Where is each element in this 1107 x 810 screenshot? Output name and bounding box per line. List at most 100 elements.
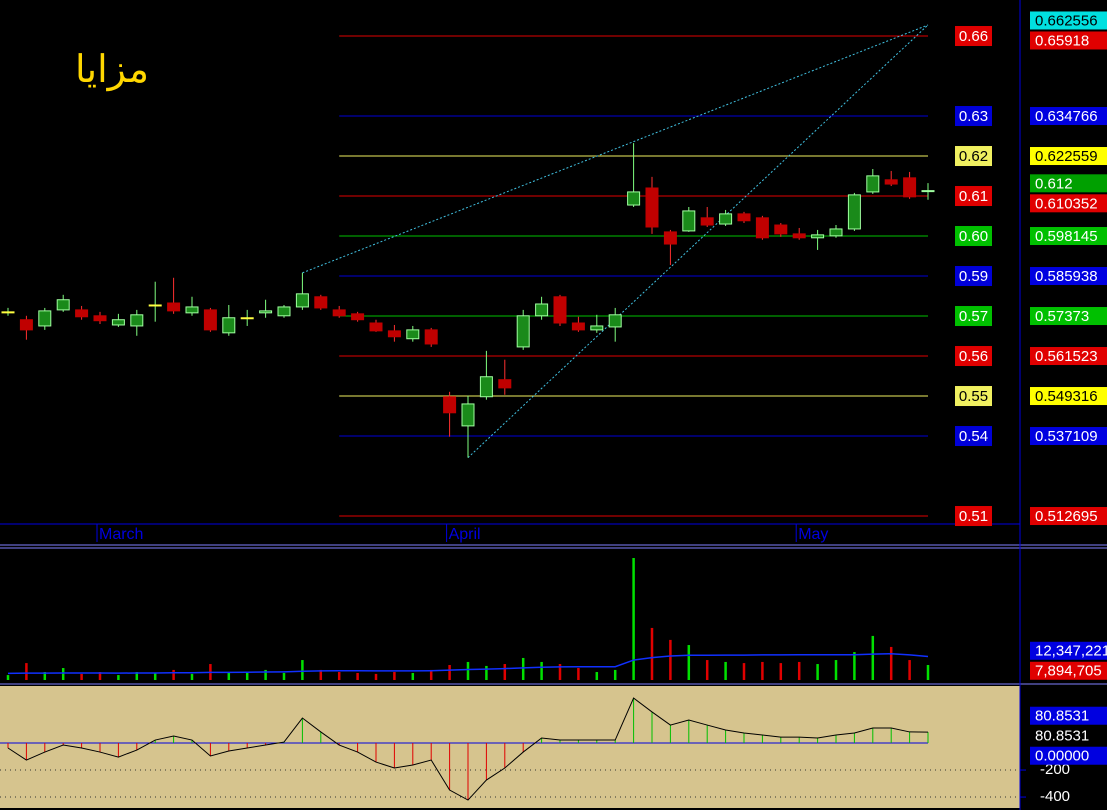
candle-body: [553, 296, 567, 324]
candle-body: [38, 310, 52, 327]
price-marker: [1030, 347, 1107, 366]
candle-body: [737, 213, 751, 222]
candle-body: [774, 224, 788, 235]
price-marker-label: 0.662556: [1035, 12, 1098, 29]
candle-body: [498, 379, 512, 389]
price-marker-label: 0.512695: [1035, 508, 1098, 525]
candle-body: [535, 303, 549, 317]
candle-body: [516, 315, 530, 348]
price-marker: [1030, 147, 1107, 166]
fib-label: 0.62: [959, 148, 988, 165]
price-marker: [1030, 11, 1107, 30]
candle-body: [185, 306, 199, 314]
price-marker-label: 0.612: [1035, 175, 1073, 192]
candle-body: [590, 325, 604, 331]
x-tick-label: April: [449, 526, 481, 543]
fib-label-box: [955, 306, 992, 327]
x-tick-label: May: [798, 526, 828, 543]
candle-body: [277, 306, 291, 317]
candle-body: [406, 329, 420, 340]
price-marker-label: 0.537109: [1035, 428, 1098, 445]
y-tick-label: -200: [1040, 761, 1070, 778]
candle-body: [608, 314, 622, 328]
price-marker-label: 80.8531: [1035, 728, 1089, 745]
price-marker: [1030, 641, 1107, 660]
fib-label-box: [955, 266, 992, 287]
price-marker: [1030, 307, 1107, 326]
volume-ma: [7, 653, 929, 675]
fib-label: 0.51: [959, 508, 988, 525]
oscillator-line: [7, 697, 929, 801]
candle-body: [369, 322, 383, 332]
candle-body: [847, 194, 861, 230]
price-marker: [1030, 661, 1107, 680]
candle-body: [921, 190, 935, 193]
chart-title: مزايا: [75, 49, 149, 92]
candle-body: [719, 213, 733, 225]
candle-body: [167, 302, 181, 312]
price-marker-label: 0.549316: [1035, 388, 1098, 405]
fib-label-box: [955, 146, 992, 167]
candle-body: [75, 309, 89, 318]
price-marker-label: 7,894,705: [1035, 663, 1102, 680]
candle-body: [332, 309, 346, 317]
candle-body: [19, 319, 33, 331]
candle-body: [351, 313, 365, 321]
fib-label: 0.60: [959, 228, 988, 245]
price-marker-label: 0.598145: [1035, 228, 1098, 245]
price-marker: [1030, 267, 1107, 286]
candle-body: [811, 234, 825, 239]
fib-label-box: [955, 386, 992, 407]
x-tick-label: March: [99, 526, 143, 543]
candle-body: [884, 179, 898, 185]
candle-body: [571, 322, 585, 331]
fib-label: 0.56: [959, 348, 988, 365]
price-marker-label: 0.585938: [1035, 268, 1098, 285]
fib-label-box: [955, 26, 992, 47]
candle-body: [443, 396, 457, 414]
fib-label-box: [955, 346, 992, 367]
candle-body: [222, 317, 236, 334]
price-marker: [1030, 706, 1107, 725]
price-marker-label: 80.8531: [1035, 708, 1089, 725]
price-marker: [1030, 174, 1107, 193]
candle-body: [203, 309, 217, 331]
price-marker: [1030, 726, 1107, 745]
trendline: [302, 24, 929, 274]
candle-body: [111, 319, 125, 326]
fib-label: 0.59: [959, 268, 988, 285]
candle-body: [259, 310, 273, 314]
candle-body: [130, 314, 144, 327]
price-marker: [1030, 746, 1107, 765]
candle-body: [663, 231, 677, 245]
fib-label-box: [955, 506, 992, 527]
candle-body: [387, 330, 401, 338]
candle-body: [461, 403, 475, 427]
fib-label: 0.66: [959, 28, 988, 45]
fib-label-box: [955, 106, 992, 127]
price-marker-label: 0.622559: [1035, 148, 1098, 165]
candle-body: [627, 191, 641, 206]
fib-label-box: [955, 186, 992, 207]
candle-body: [903, 177, 917, 198]
fib-label: 0.63: [959, 108, 988, 125]
candle-body: [148, 304, 162, 307]
candle-body: [682, 210, 696, 232]
candle-body: [93, 315, 107, 322]
candle-body: [424, 329, 438, 345]
candle-body: [700, 217, 714, 226]
y-tick-label: -400: [1040, 788, 1070, 805]
candle-body: [755, 217, 769, 239]
candle-body: [314, 296, 328, 309]
fib-label: 0.61: [959, 188, 988, 205]
price-marker-label: 12,347,221: [1035, 643, 1107, 660]
price-marker: [1030, 194, 1107, 213]
candle-body: [295, 293, 309, 308]
price-marker: [1030, 507, 1107, 526]
candle-body: [866, 175, 880, 193]
price-marker-label: 0.634766: [1035, 108, 1098, 125]
candle-body: [829, 228, 843, 237]
